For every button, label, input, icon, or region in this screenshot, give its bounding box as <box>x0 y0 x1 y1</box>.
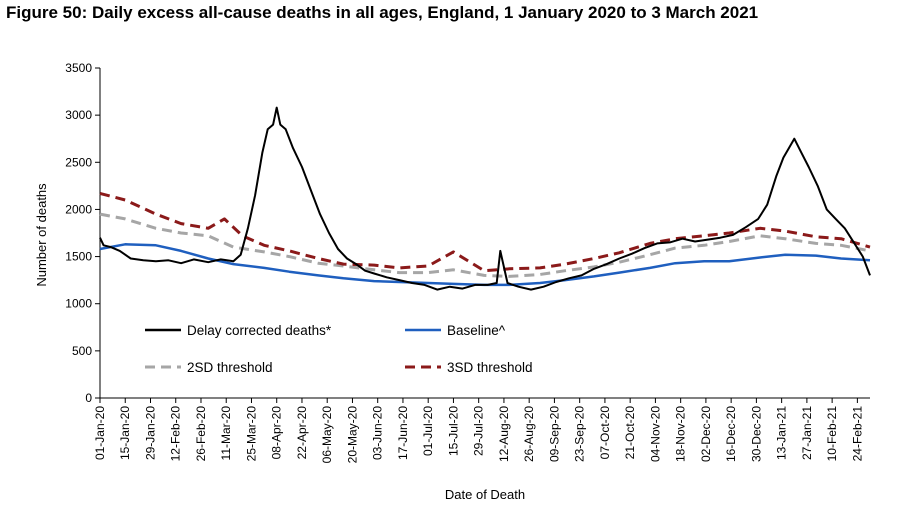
x-tick-label: 18-Nov-20 <box>674 406 688 462</box>
x-tick-label: 24-Feb-21 <box>850 406 864 462</box>
legend-label-1: Delay corrected deaths* <box>187 323 332 338</box>
x-tick-label: 29-Jul-20 <box>472 406 486 456</box>
x-tick-label: 12-Feb-20 <box>169 406 183 462</box>
x-tick-label: 10-Feb-21 <box>825 406 839 462</box>
x-tick-label: 26-Aug-20 <box>522 406 536 462</box>
series-line-3 <box>99 212 871 278</box>
x-tick-label: 16-Dec-20 <box>724 406 738 462</box>
y-tick-label: 2500 <box>65 155 92 169</box>
y-tick-label: 500 <box>72 344 92 358</box>
x-tick-label: 09-Sep-20 <box>547 406 561 462</box>
y-tick-label: 2000 <box>65 202 92 216</box>
y-axis-label: Number of deaths <box>34 183 49 287</box>
x-tick-label: 29-Jan-20 <box>143 406 157 460</box>
x-tick-label: 12-Aug-20 <box>497 406 511 462</box>
x-tick-label: 08-Apr-20 <box>270 406 284 460</box>
x-tick-label: 17-Jun-20 <box>396 406 410 460</box>
x-tick-label: 26-Feb-20 <box>194 406 208 462</box>
x-tick-label: 22-Apr-20 <box>295 406 309 460</box>
x-tick-label: 04-Nov-20 <box>648 406 662 462</box>
legend: Delay corrected deaths* Baseline^ 2SD thre… <box>145 323 533 375</box>
series-lines <box>99 106 871 291</box>
x-tick-label: 20-May-20 <box>345 406 359 464</box>
x-tick-label: 15-Jul-20 <box>446 406 460 456</box>
legend-label-3: 2SD threshold <box>187 360 273 375</box>
chart-title: Figure 50: Daily excess all-cause deaths… <box>6 3 759 22</box>
series-line-1 <box>99 106 871 291</box>
legend-label-2: Baseline^ <box>447 323 506 338</box>
x-tick-label: 02-Dec-20 <box>699 406 713 462</box>
x-tick-label: 11-Mar-20 <box>219 406 233 461</box>
y-tick-label: 1500 <box>65 250 92 264</box>
x-tick-label: 01-Jan-20 <box>93 406 107 460</box>
x-tick-label: 15-Jan-20 <box>118 406 132 460</box>
y-tick-label: 3500 <box>65 61 92 75</box>
series-line-4 <box>99 191 871 273</box>
legend-label-4: 3SD threshold <box>447 360 533 375</box>
x-tick-label: 13-Jan-21 <box>775 406 789 460</box>
y-tick-label: 1000 <box>65 297 92 311</box>
x-tick-label: 07-Oct-20 <box>598 406 612 460</box>
axes <box>99 68 870 399</box>
x-axis-label: Date of Death <box>445 487 525 502</box>
x-tick-label: 21-Oct-20 <box>623 406 637 460</box>
y-tick-label: 3000 <box>65 108 92 122</box>
x-tick-label: 01-Jul-20 <box>421 406 435 456</box>
x-tick-label: 25-Mar-20 <box>244 406 258 462</box>
x-tick-label: 03-Jun-20 <box>371 406 385 460</box>
series-line-2 <box>99 243 871 287</box>
x-axis-ticks: 01-Jan-20 15-Jan-20 29-Jan-20 12-Feb-20 26-F… <box>93 398 864 463</box>
x-tick-label: 23-Sep-20 <box>573 406 587 462</box>
x-tick-label: 06-May-20 <box>320 406 334 464</box>
y-axis-ticks: 0 500 1000 1500 2000 2500 3000 3500 <box>65 61 100 405</box>
x-tick-label: 30-Dec-20 <box>749 406 763 462</box>
x-tick-label: 27-Jan-21 <box>800 406 814 460</box>
y-tick-label: 0 <box>85 391 92 405</box>
